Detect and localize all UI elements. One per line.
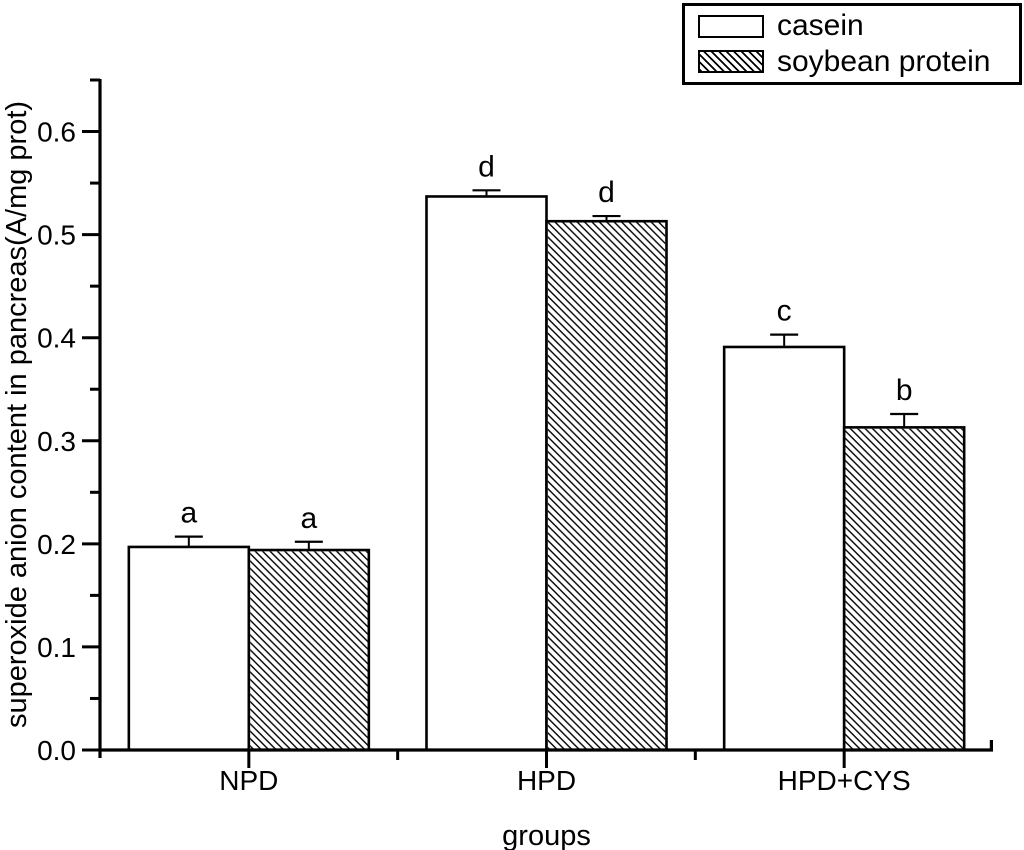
y-tick-label: 0.3 <box>37 426 76 457</box>
sig-letter: c <box>777 295 792 328</box>
y-tick-label: 0.0 <box>37 735 76 766</box>
y-tick-label: 0.6 <box>37 117 76 148</box>
soybean-swatch-icon <box>698 50 764 74</box>
legend: casein soybean protein <box>682 3 1022 85</box>
legend-item-casein: casein <box>698 11 1019 41</box>
bar-casein-HPD <box>425 195 548 752</box>
y-tick-label: 0.1 <box>37 632 76 663</box>
y-tick-label: 0.4 <box>37 323 76 354</box>
y-axis-title: superoxide anion content in pancreas(A/m… <box>1 101 33 728</box>
sig-letter: b <box>896 374 913 407</box>
sig-letter: a <box>300 502 317 535</box>
bar-hatch-overlay <box>547 222 666 749</box>
bar-hatch-overlay <box>250 551 368 749</box>
x-axis-title: groups <box>502 820 591 850</box>
y-tick-label: 0.5 <box>37 220 76 251</box>
sig-letter: d <box>598 176 615 209</box>
bar-hatch-overlay <box>845 428 963 749</box>
casein-swatch-icon <box>698 14 764 38</box>
x-tick-label-HPD+CYS: HPD+CYS <box>778 765 911 796</box>
bar-casein-NPD <box>127 545 251 752</box>
legend-label-soybean: soybean protein <box>777 44 991 78</box>
x-tick-label-HPD: HPD <box>517 765 576 796</box>
legend-label-casein: casein <box>777 9 864 43</box>
sig-letter: a <box>180 497 197 530</box>
y-tick-label: 0.2 <box>37 529 76 560</box>
legend-item-soybean: soybean protein <box>698 44 1019 78</box>
x-tick-label-NPD: NPD <box>219 765 278 796</box>
sig-letter: d <box>478 150 495 183</box>
bar-casein-HPD+CYS <box>722 345 846 752</box>
